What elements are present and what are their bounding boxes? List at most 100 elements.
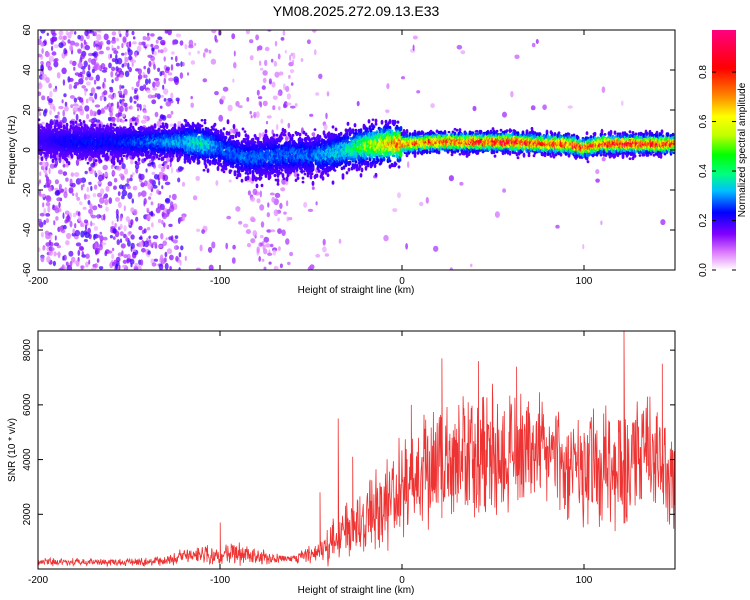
noise-speckle: [314, 49, 317, 56]
ridge-mark: [226, 119, 230, 125]
noise-speckle: [190, 102, 194, 108]
noise-speckle: [103, 106, 109, 110]
noise-speckle: [173, 245, 177, 249]
noise-speckle: [179, 259, 182, 266]
noise-speckle: [267, 202, 270, 208]
noise-speckle: [165, 237, 168, 241]
noise-speckle: [132, 41, 137, 45]
noise-speckle: [137, 108, 139, 112]
noise-speckle: [285, 200, 289, 207]
noise-speckle: [262, 100, 268, 107]
noise-speckle: [168, 77, 174, 82]
noise-speckle: [262, 244, 266, 251]
noise-speckle: [41, 161, 47, 168]
noise-speckle: [163, 222, 166, 228]
noise-speckle: [271, 129, 274, 135]
noise-speckle: [46, 62, 50, 68]
noise-speckle: [62, 255, 65, 261]
noise-speckle: [92, 193, 97, 198]
ridge-mark: [124, 118, 128, 122]
noise-speckle: [181, 181, 186, 187]
ridge-mark: [161, 163, 165, 167]
noise-speckle: [542, 104, 547, 110]
noise-speckle: [83, 219, 89, 224]
noise-speckle: [129, 118, 133, 125]
noise-speckle: [105, 46, 110, 51]
noise-speckle: [385, 109, 390, 113]
noise-speckle: [171, 51, 175, 55]
noise-speckle: [113, 259, 118, 265]
noise-speckle: [284, 136, 290, 140]
noise-speckle: [135, 216, 139, 222]
noise-speckle: [114, 76, 119, 82]
noise-speckle: [45, 77, 50, 84]
noise-speckle: [184, 255, 187, 261]
noise-speckle: [48, 83, 52, 89]
noise-speckle: [555, 224, 560, 229]
noise-speckle: [83, 193, 87, 200]
ridge-mark: [231, 134, 235, 140]
noise-speckle: [94, 104, 101, 108]
noise-speckle: [108, 62, 112, 69]
noise-speckle: [226, 215, 232, 220]
noise-speckle: [161, 185, 164, 190]
noise-speckle: [211, 30, 217, 34]
noise-speckle: [207, 246, 213, 253]
noise-speckle: [96, 34, 102, 41]
noise-speckle: [122, 264, 127, 268]
noise-speckle: [119, 33, 122, 38]
noise-speckle: [143, 198, 147, 205]
noise-speckle: [270, 58, 274, 63]
noise-speckle: [229, 128, 234, 134]
noise-speckle: [264, 59, 268, 67]
noise-speckle: [510, 91, 514, 98]
ridge-mark: [197, 159, 201, 165]
noise-speckle: [245, 229, 251, 235]
noise-speckle: [95, 234, 101, 238]
noise-speckle: [164, 181, 171, 186]
noise-speckle: [180, 245, 184, 251]
noise-speckle: [218, 114, 224, 122]
noise-speckle: [249, 39, 254, 44]
noise-speckle: [48, 98, 53, 104]
ridge-mark: [221, 132, 225, 137]
noise-speckle: [69, 40, 76, 46]
noise-speckle: [283, 103, 287, 109]
noise-speckle: [119, 231, 124, 237]
noise-speckle: [259, 204, 265, 211]
noise-speckle: [117, 73, 120, 78]
ridge-mark: [246, 175, 250, 181]
noise-speckle: [277, 217, 280, 222]
noise-speckle: [77, 211, 81, 217]
ridge-mark: [112, 160, 116, 166]
noise-speckle: [63, 93, 67, 98]
noise-speckle: [163, 174, 169, 182]
noise-speckle: [69, 220, 73, 228]
noise-speckle: [91, 52, 97, 57]
noise-speckle: [143, 84, 145, 88]
ridge-mark: [157, 157, 161, 161]
noise-speckle: [111, 79, 114, 84]
ridge-mark: [208, 161, 212, 166]
noise-speckle: [51, 45, 54, 52]
ridge-mark: [50, 121, 54, 126]
noise-speckle: [59, 225, 64, 232]
ridge-mark: [184, 119, 188, 123]
noise-speckle: [121, 52, 125, 56]
noise-speckle: [89, 203, 93, 210]
noise-speckle: [92, 31, 97, 37]
ridge-mark: [216, 166, 220, 171]
noise-speckle: [113, 177, 118, 183]
noise-speckle: [87, 52, 94, 57]
noise-speckle: [322, 246, 327, 253]
noise-speckle: [88, 156, 93, 162]
noise-speckle: [44, 171, 48, 176]
noise-speckle: [121, 195, 125, 200]
noise-speckle: [57, 111, 60, 116]
noise-speckle: [267, 252, 273, 256]
noise-speckle: [41, 65, 44, 72]
noise-speckle: [152, 235, 159, 240]
noise-speckle: [102, 164, 108, 171]
noise-speckle: [102, 173, 105, 180]
noise-speckle: [138, 41, 143, 46]
